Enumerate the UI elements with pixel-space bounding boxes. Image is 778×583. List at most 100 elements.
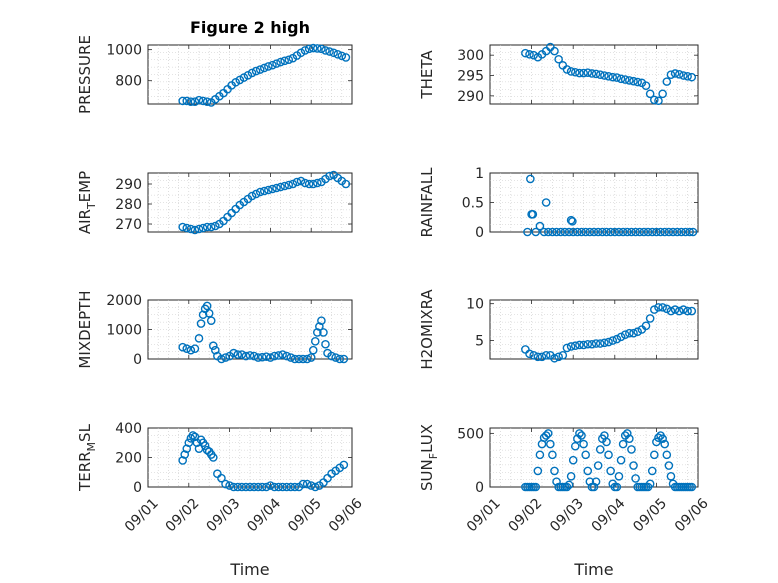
data-point — [541, 351, 551, 360]
data-point — [627, 445, 636, 454]
data-point — [593, 461, 603, 470]
data-point — [546, 439, 555, 449]
data-point — [575, 68, 584, 78]
data-point — [255, 187, 265, 197]
data-point — [329, 48, 338, 58]
x-tick-label: 09/05 — [285, 495, 325, 535]
data-point — [194, 334, 204, 343]
data-point — [276, 57, 285, 67]
data-point — [688, 227, 698, 237]
data-point — [198, 96, 208, 106]
data-point — [249, 482, 259, 492]
data-point — [668, 227, 678, 237]
y-tick-label: 5 — [475, 334, 484, 350]
data-point — [286, 482, 296, 492]
data-point — [566, 67, 576, 76]
y-axis-label-tail: SL — [76, 423, 94, 442]
data-point — [276, 182, 285, 192]
data-point — [286, 353, 296, 362]
data-point — [633, 77, 642, 87]
data-point — [535, 221, 545, 231]
y-tick-label: 1 — [475, 166, 484, 182]
data-point — [679, 305, 688, 314]
y-tick-label: 2000 — [106, 293, 142, 309]
data-point — [629, 461, 638, 470]
data-point — [566, 342, 576, 351]
subplot-air_temp: 270 280 290 AIRTEMP — [76, 170, 353, 235]
x-tick-label: 09/01 — [464, 495, 504, 535]
data-point — [600, 338, 609, 348]
data-point — [552, 477, 561, 486]
data-point — [585, 477, 595, 486]
data-point — [280, 181, 289, 191]
data-point — [568, 217, 577, 226]
data-point — [591, 477, 601, 486]
y-tick-label: 300 — [457, 48, 484, 64]
data-point — [272, 59, 281, 68]
data-point — [308, 179, 318, 189]
data-point — [325, 47, 334, 56]
data-point — [616, 74, 626, 84]
data-point — [541, 198, 551, 207]
data-point — [687, 482, 697, 492]
data-point — [529, 351, 538, 360]
data-point — [650, 95, 659, 105]
data-point — [625, 434, 634, 444]
data-point — [631, 474, 640, 483]
data-point — [674, 69, 684, 79]
data-point — [268, 184, 277, 194]
data-point — [683, 306, 692, 316]
y-tick-label: 270 — [115, 217, 142, 233]
data-point — [266, 353, 275, 362]
data-point — [589, 482, 599, 492]
data-point — [284, 180, 294, 190]
data-point — [645, 314, 655, 323]
data-point — [533, 352, 543, 362]
x-tick-label: 09/01 — [122, 495, 162, 535]
data-point — [206, 316, 216, 325]
data-point — [629, 328, 638, 338]
data-point — [178, 96, 187, 106]
data-point — [253, 482, 263, 492]
y-axis-label: THETA — [418, 50, 436, 100]
data-point — [587, 339, 597, 349]
data-point — [300, 46, 310, 55]
data-point — [257, 352, 267, 362]
y-axis-label: TERRMSL — [76, 423, 98, 492]
data-point — [606, 227, 615, 237]
data-point — [554, 352, 563, 362]
data-point — [264, 62, 273, 71]
y-tick-label: 800 — [115, 74, 142, 90]
data-point — [620, 75, 630, 84]
data-point — [300, 178, 310, 188]
data-point — [627, 227, 636, 237]
chart-title: Figure 2 high — [190, 18, 310, 37]
data-point — [560, 227, 570, 237]
y-axis-label-tail: EMP — [76, 171, 94, 202]
data-point — [610, 227, 620, 237]
data-point — [225, 481, 234, 490]
data-point — [620, 330, 630, 339]
data-point — [583, 68, 593, 77]
subplot-pressure: 800 1000 PRESSURE Figure 2 high — [76, 18, 353, 114]
data-point — [629, 76, 638, 86]
data-point — [660, 439, 670, 449]
data-point — [339, 460, 349, 470]
data-point — [589, 227, 599, 237]
y-axis-label-main: MIXDEPTH — [76, 290, 94, 368]
grid — [148, 300, 352, 359]
data-point — [674, 306, 684, 316]
data-point — [308, 43, 318, 53]
data-point — [600, 71, 609, 80]
data-point — [666, 306, 676, 316]
x-tick-label: 09/06 — [672, 495, 712, 535]
data-point — [321, 46, 330, 55]
data-point — [670, 69, 680, 78]
y-axis-label-main: AIR — [76, 209, 94, 234]
data-point — [262, 482, 271, 492]
y-tick-label: 10 — [466, 297, 484, 313]
data-point — [550, 46, 559, 56]
data-point — [614, 471, 624, 481]
data-point — [262, 352, 271, 361]
